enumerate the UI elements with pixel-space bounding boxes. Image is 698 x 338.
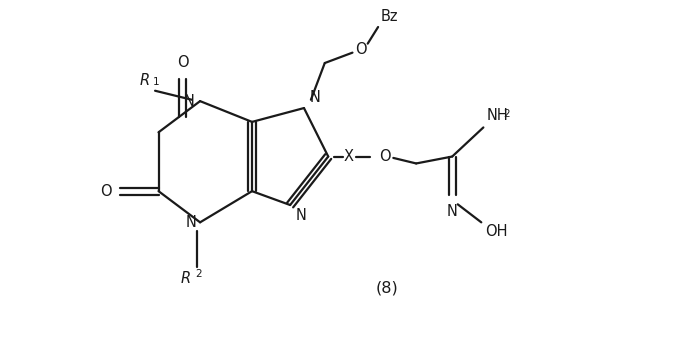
- Text: X: X: [343, 149, 353, 164]
- Text: O: O: [100, 184, 112, 199]
- Text: N: N: [296, 209, 306, 223]
- Text: NH: NH: [487, 107, 509, 123]
- Text: 1: 1: [153, 77, 160, 87]
- Text: N: N: [309, 90, 320, 104]
- Text: R: R: [181, 271, 191, 286]
- Text: Bz: Bz: [381, 9, 399, 24]
- Text: 2: 2: [503, 109, 510, 119]
- Text: O: O: [355, 42, 366, 57]
- Text: N: N: [184, 94, 195, 108]
- Text: O: O: [177, 55, 188, 70]
- Text: OH: OH: [484, 224, 507, 239]
- Text: R: R: [140, 73, 149, 88]
- Text: 2: 2: [195, 269, 202, 279]
- Text: O: O: [379, 149, 391, 164]
- Text: N: N: [186, 215, 197, 230]
- Text: (8): (8): [376, 281, 399, 296]
- Text: N: N: [447, 204, 458, 219]
